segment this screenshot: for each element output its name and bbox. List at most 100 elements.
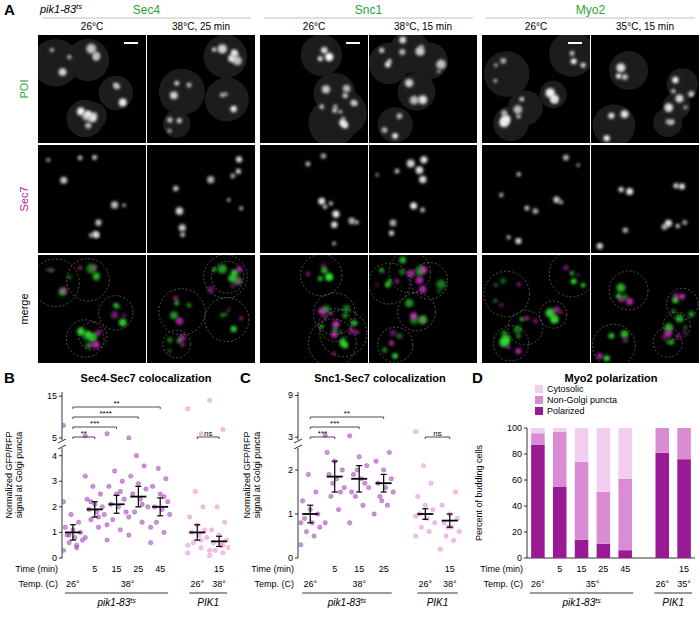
condition-label: 38°C, 25 min — [172, 21, 230, 32]
condition-label: 38°C, 15 min — [394, 21, 452, 32]
image-background — [591, 145, 699, 253]
data-point — [223, 520, 227, 524]
cell-haze — [593, 104, 636, 143]
temperature-label: 38° — [212, 579, 226, 589]
error-bar-cap — [135, 506, 141, 507]
cell-outline — [205, 297, 249, 341]
fluorescent-spot — [230, 173, 235, 178]
protein-label: Snc1 — [355, 3, 383, 17]
image-background — [260, 255, 368, 363]
data-point — [347, 434, 351, 438]
sec7-spot — [420, 318, 425, 323]
micrograph — [482, 145, 590, 253]
plot-area — [62, 453, 230, 557]
fluorescent-spot — [231, 106, 237, 112]
data-point — [127, 533, 131, 537]
temperature-label: 26° — [303, 579, 317, 589]
significance-label: ** — [113, 399, 119, 408]
poi-spot — [67, 275, 71, 279]
error-bar-cap — [70, 539, 76, 540]
fluorescent-spot — [114, 83, 120, 89]
data-point — [215, 505, 219, 509]
data-point — [193, 489, 197, 493]
cell-haze — [159, 69, 205, 115]
bar-segment — [575, 428, 589, 462]
error-bar-cap — [216, 546, 222, 547]
axis-break — [58, 439, 66, 443]
cell-outline — [389, 255, 431, 293]
fluorescent-spot — [571, 58, 577, 64]
sec7-spot — [679, 293, 685, 299]
data-point — [122, 497, 126, 501]
data-point — [105, 538, 109, 542]
legend-swatch — [535, 407, 543, 415]
cell-haze — [539, 81, 566, 108]
superscript: ts — [595, 597, 601, 604]
data-point — [118, 528, 122, 532]
sec7-spot — [349, 328, 356, 335]
cell-haze — [205, 77, 249, 121]
cell-outline — [314, 293, 356, 335]
y-tick-label: 2 — [52, 502, 57, 512]
fluorescent-spot — [494, 63, 497, 66]
bar-segment — [597, 492, 611, 544]
fluorescent-spot — [621, 110, 629, 118]
fluorescent-spot — [626, 188, 633, 195]
fluorescent-spot — [212, 48, 216, 52]
micrograph — [482, 35, 590, 143]
cell-haze — [301, 35, 342, 76]
data-point — [75, 546, 79, 550]
data-point — [347, 521, 351, 525]
poi-spot — [82, 332, 91, 341]
cell-haze — [493, 106, 528, 141]
y-axis — [527, 428, 528, 558]
mean-line — [130, 496, 146, 498]
bar-segment — [677, 428, 691, 429]
sec7-spot — [332, 321, 339, 328]
poi-spot — [552, 318, 557, 323]
image-background — [38, 255, 146, 363]
micrograph — [591, 145, 699, 253]
data-point — [154, 520, 158, 524]
sec7-spot — [305, 272, 310, 277]
sec7-spot — [416, 276, 424, 284]
data-point — [124, 510, 128, 514]
y-axis — [62, 392, 63, 440]
bar-segment — [677, 428, 691, 459]
poi-spot — [621, 330, 629, 338]
condition-label: 35°C, 15 min — [616, 21, 674, 32]
y-tick — [59, 455, 62, 456]
fluorescent-spot — [343, 85, 351, 93]
error-bar-cap — [114, 495, 120, 496]
fluorescent-spot — [173, 186, 178, 191]
genotype-label: PIK1 — [427, 597, 449, 608]
data-point — [207, 553, 211, 557]
data-point — [361, 503, 365, 507]
data-point — [146, 505, 150, 509]
cell-haze — [67, 39, 110, 82]
y-tick — [59, 558, 62, 559]
poi-spot — [392, 353, 398, 359]
sec7-spot — [515, 348, 521, 354]
poi-spot — [170, 311, 178, 319]
sec7-spot — [619, 297, 624, 302]
fluorescent-spot — [60, 177, 67, 184]
fluorescent-spot — [407, 159, 415, 167]
data-point — [134, 453, 138, 457]
data-point — [363, 481, 367, 485]
sec7-spot — [676, 334, 680, 338]
data-point — [457, 529, 461, 533]
poi-spot — [399, 257, 406, 264]
sec7-spot — [419, 286, 426, 293]
sec7-spot — [318, 308, 325, 315]
data-point — [107, 484, 111, 488]
sec7-spot — [597, 353, 603, 359]
legend-label: Cytosolic — [547, 384, 584, 394]
fluorescent-spot — [349, 218, 356, 225]
poi-spot — [379, 268, 384, 273]
poi-spot — [85, 331, 92, 338]
data-point — [156, 466, 160, 470]
data-point — [221, 551, 225, 555]
sec7-spot — [532, 318, 538, 324]
micrograph — [482, 255, 590, 363]
